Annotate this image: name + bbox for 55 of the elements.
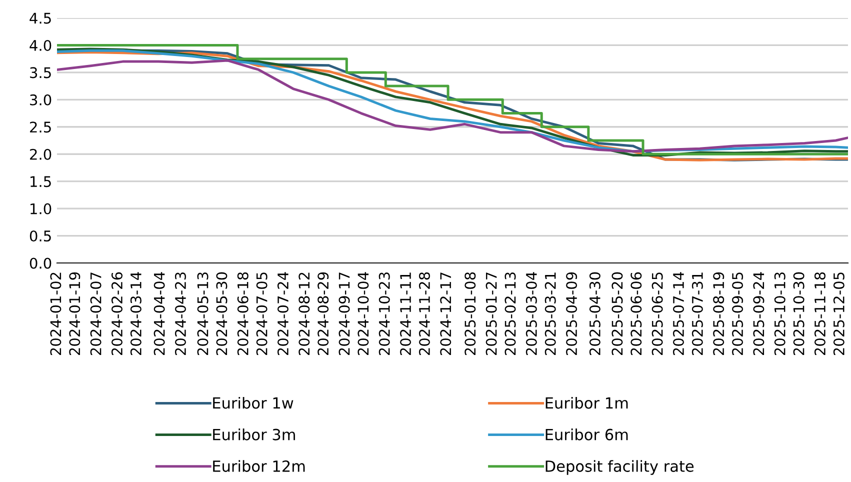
x-tick-label: 2024-09-17 — [338, 272, 350, 356]
x-tick-label: 2024-03-14 — [130, 272, 142, 356]
y-tick-label: 1.5 — [30, 176, 51, 188]
legend-label: Euribor 1m — [546, 396, 628, 409]
legend-label: Euribor 3m — [213, 428, 295, 440]
x-tick-label: 2025-10-30 — [793, 272, 804, 356]
x-tick-label: 2025-08-19 — [713, 272, 724, 356]
x-tick-label: 2024-01-19 — [69, 272, 80, 356]
x-tick-label: 2024-12-17 — [440, 272, 452, 356]
x-tick-label: 2024-11-28 — [418, 272, 430, 356]
x-tick-label: 2024-04-04 — [154, 272, 165, 356]
y-tick-label: 3.0 — [30, 94, 52, 106]
y-tick-label: 0.0 — [30, 258, 52, 269]
y-tick-label: 1.0 — [30, 203, 52, 214]
y-tick-label: 4.0 — [30, 40, 52, 51]
x-tick-label: 2024-08-29 — [318, 272, 329, 356]
x-tick-label: 2025-04-09 — [566, 272, 578, 356]
x-tick-label: 2025-07-31 — [692, 272, 703, 356]
x-tick-label: 2024-07-24 — [277, 272, 289, 356]
x-tick-label: 2025-11-18 — [814, 272, 826, 356]
x-tick-label: 2025-07-14 — [672, 272, 684, 356]
legend-label: Euribor 1w — [213, 396, 294, 409]
x-tick-label: 2025-09-05 — [732, 272, 744, 356]
legend-label: Euribor 12m — [213, 460, 305, 472]
x-tick-label: 2025-01-08 — [464, 272, 476, 356]
x-tick-label: 2024-08-12 — [298, 272, 310, 356]
x-tick-label: 2025-06-25 — [652, 272, 663, 356]
y-tick-label: 3.5 — [30, 67, 51, 78]
x-tick-label: 2025-01-27 — [486, 272, 497, 356]
x-tick-label: 2024-05-30 — [216, 272, 228, 356]
x-tick-label: 2024-11-11 — [400, 272, 412, 356]
y-tick-label: 0.5 — [30, 230, 51, 242]
x-tick-label: 2024-10-04 — [358, 272, 369, 356]
y-tick-label: 4.5 — [30, 12, 51, 24]
x-tick-label: 2025-09-24 — [753, 272, 764, 356]
x-tick-label: 2024-04-23 — [174, 272, 186, 356]
x-tick-label: 2025-03-04 — [526, 272, 537, 356]
y-tick-label: 2.0 — [30, 148, 52, 160]
x-tick-label: 2024-07-05 — [256, 272, 268, 356]
x-tick-label: 2024-06-18 — [237, 272, 248, 356]
x-tick-label: 2024-02-26 — [111, 272, 123, 356]
x-tick-label: 2024-10-23 — [378, 272, 390, 356]
x-tick-label: 2024-01-02 — [50, 272, 62, 356]
x-tick-label: 2025-04-30 — [589, 272, 600, 356]
x-tick-label: 2025-05-20 — [612, 272, 623, 356]
legend-label: Euribor 6m — [546, 428, 628, 440]
x-tick-label: 2025-10-13 — [774, 272, 786, 356]
x-tick-label: 2024-02-07 — [90, 272, 102, 356]
x-tick-label: 2025-02-13 — [504, 272, 516, 356]
x-tick-label: 2025-03-21 — [544, 272, 556, 356]
legend-label: Deposit facility rate — [546, 460, 694, 475]
y-tick-label: 2.5 — [30, 122, 51, 133]
x-tick-label: 2024-05-13 — [197, 272, 208, 356]
x-tick-label: 2025-06-06 — [630, 272, 642, 356]
x-tick-label: 2025-12-05 — [833, 272, 844, 356]
